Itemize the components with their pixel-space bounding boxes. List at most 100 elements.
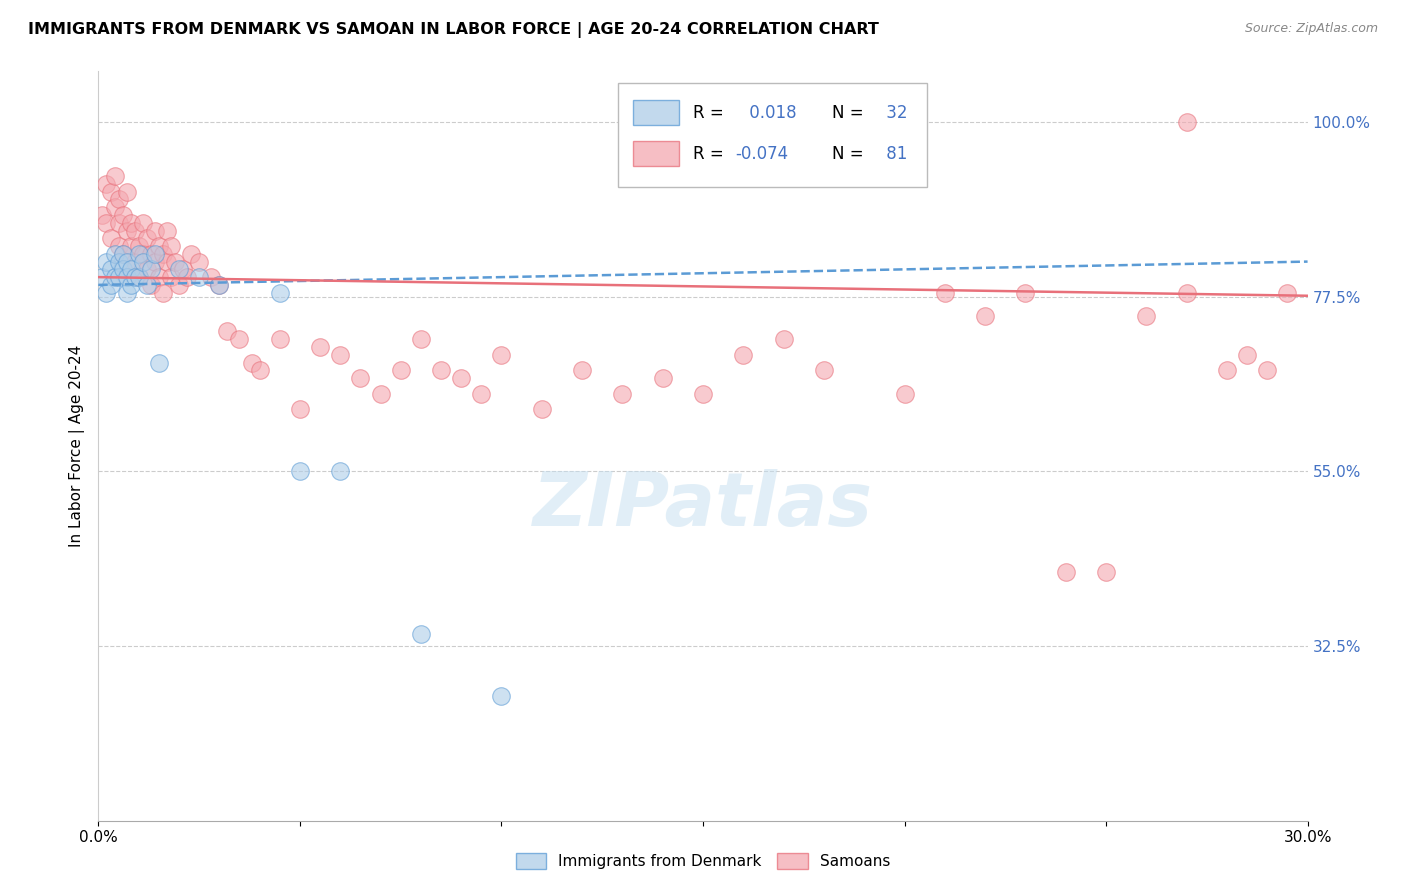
Point: [1014, 285, 1036, 300]
Point: [96, 285, 118, 300]
Point: [115, 270, 138, 285]
Point: [100, 185, 122, 199]
Point: [111, 262, 134, 277]
Point: [188, 254, 211, 268]
Point: [135, 262, 157, 277]
Point: [288, 402, 311, 417]
Point: [813, 363, 835, 377]
Point: [120, 239, 142, 253]
Point: [139, 262, 162, 277]
Point: [269, 285, 291, 300]
Point: [491, 690, 513, 704]
Point: [430, 363, 453, 377]
Point: [132, 216, 155, 230]
Point: [409, 627, 432, 641]
Text: R =: R =: [693, 145, 724, 162]
Point: [1216, 363, 1239, 377]
Point: [167, 277, 190, 292]
Point: [176, 270, 198, 285]
Point: [124, 223, 146, 237]
Point: [160, 239, 183, 253]
Text: ZIPatlas: ZIPatlas: [533, 469, 873, 542]
Point: [128, 239, 150, 253]
Point: [309, 340, 332, 354]
Point: [115, 285, 138, 300]
Point: [111, 247, 134, 261]
Point: [409, 332, 432, 346]
Point: [288, 464, 311, 478]
Point: [107, 254, 129, 268]
Point: [651, 371, 673, 385]
Text: Source: ZipAtlas.com: Source: ZipAtlas.com: [1244, 22, 1378, 36]
Text: N =: N =: [832, 103, 865, 121]
Point: [128, 270, 150, 285]
Legend: Immigrants from Denmark, Samoans: Immigrants from Denmark, Samoans: [509, 847, 897, 875]
Point: [172, 262, 194, 277]
Point: [124, 270, 146, 285]
Point: [329, 348, 352, 362]
Point: [217, 325, 239, 339]
Point: [128, 270, 150, 285]
Point: [120, 216, 142, 230]
Point: [100, 277, 122, 292]
Point: [115, 185, 138, 199]
Point: [180, 247, 202, 261]
Point: [349, 371, 371, 385]
Point: [893, 386, 915, 401]
Point: [160, 270, 183, 285]
Point: [1135, 309, 1157, 323]
Point: [115, 223, 138, 237]
Point: [163, 254, 186, 268]
Point: [208, 277, 231, 292]
Point: [974, 309, 997, 323]
Point: [107, 193, 129, 207]
Point: [329, 464, 352, 478]
Point: [152, 285, 174, 300]
Point: [103, 270, 125, 285]
Point: [148, 270, 170, 285]
Point: [115, 254, 138, 268]
Point: [148, 239, 170, 253]
FancyBboxPatch shape: [619, 83, 927, 187]
Point: [1175, 115, 1198, 129]
Point: [132, 254, 155, 268]
Point: [934, 285, 956, 300]
Point: [128, 247, 150, 261]
Point: [470, 386, 492, 401]
Point: [143, 247, 166, 261]
Point: [143, 254, 166, 268]
Point: [91, 208, 114, 222]
Point: [139, 277, 162, 292]
Point: [1175, 285, 1198, 300]
Point: [200, 270, 222, 285]
Y-axis label: In Labor Force | Age 20-24: In Labor Force | Age 20-24: [69, 345, 84, 547]
Point: [1277, 285, 1299, 300]
Point: [96, 216, 118, 230]
Point: [167, 262, 190, 277]
Point: [370, 386, 392, 401]
Point: [571, 363, 593, 377]
Point: [107, 239, 129, 253]
Point: [120, 277, 142, 292]
Point: [692, 386, 714, 401]
Point: [612, 386, 634, 401]
Point: [249, 363, 271, 377]
Point: [772, 332, 794, 346]
Point: [1256, 363, 1278, 377]
Point: [450, 371, 472, 385]
Point: [132, 247, 155, 261]
Text: -0.074: -0.074: [735, 145, 789, 162]
Point: [103, 169, 125, 184]
Point: [103, 200, 125, 214]
Point: [152, 247, 174, 261]
Point: [733, 348, 755, 362]
Point: [135, 231, 157, 245]
Point: [156, 223, 179, 237]
Point: [188, 270, 211, 285]
FancyBboxPatch shape: [633, 142, 679, 166]
Point: [389, 363, 412, 377]
Point: [107, 216, 129, 230]
Text: 0.018: 0.018: [744, 103, 797, 121]
Point: [1054, 565, 1077, 579]
Text: R =: R =: [693, 103, 724, 121]
